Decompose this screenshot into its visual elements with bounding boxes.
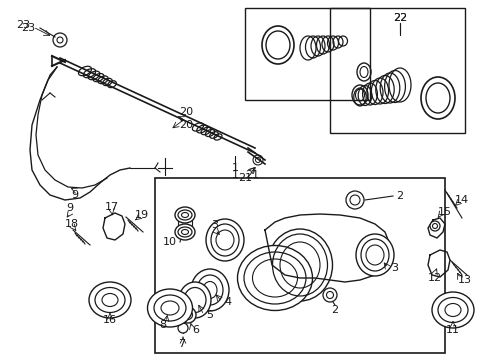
Text: 1: 1 bbox=[231, 163, 238, 173]
Text: 17: 17 bbox=[105, 202, 119, 212]
Text: 8: 8 bbox=[159, 320, 166, 330]
Circle shape bbox=[429, 221, 439, 231]
Text: 18: 18 bbox=[65, 219, 79, 229]
Ellipse shape bbox=[175, 224, 195, 240]
Text: 9: 9 bbox=[66, 203, 73, 213]
Circle shape bbox=[346, 191, 363, 209]
Text: 21: 21 bbox=[238, 173, 251, 183]
Bar bbox=[329, 8, 464, 133]
Circle shape bbox=[180, 307, 196, 323]
Bar bbox=[155, 178, 444, 353]
Ellipse shape bbox=[431, 292, 473, 328]
Circle shape bbox=[323, 288, 336, 302]
Text: 10: 10 bbox=[163, 237, 177, 247]
Ellipse shape bbox=[205, 219, 244, 261]
Text: 22: 22 bbox=[392, 13, 407, 23]
Text: 20: 20 bbox=[179, 120, 193, 130]
Text: 15: 15 bbox=[437, 207, 451, 217]
Text: 14: 14 bbox=[454, 195, 468, 205]
Ellipse shape bbox=[175, 207, 195, 223]
Ellipse shape bbox=[267, 229, 332, 301]
Ellipse shape bbox=[147, 289, 192, 327]
Ellipse shape bbox=[179, 282, 210, 318]
Text: 21: 21 bbox=[244, 170, 259, 180]
Text: 20: 20 bbox=[179, 107, 193, 117]
Text: 2: 2 bbox=[331, 305, 338, 315]
Text: 16: 16 bbox=[103, 315, 117, 325]
Text: 3: 3 bbox=[211, 220, 218, 230]
Text: 22: 22 bbox=[392, 13, 407, 23]
Text: 11: 11 bbox=[445, 325, 459, 335]
Text: 19: 19 bbox=[135, 210, 149, 220]
Text: 1: 1 bbox=[231, 170, 238, 180]
Text: 2: 2 bbox=[396, 191, 403, 201]
Text: 9: 9 bbox=[71, 190, 79, 200]
Text: 23: 23 bbox=[16, 20, 30, 30]
Polygon shape bbox=[264, 214, 389, 282]
Bar bbox=[244, 8, 369, 100]
Ellipse shape bbox=[191, 269, 228, 311]
Text: 12: 12 bbox=[427, 273, 441, 283]
Ellipse shape bbox=[89, 282, 131, 318]
Circle shape bbox=[178, 323, 187, 333]
Ellipse shape bbox=[237, 246, 312, 310]
Text: 3: 3 bbox=[391, 263, 398, 273]
Ellipse shape bbox=[355, 234, 393, 276]
Text: 7: 7 bbox=[178, 339, 185, 349]
Text: 5: 5 bbox=[206, 310, 213, 320]
Text: 6: 6 bbox=[192, 325, 199, 335]
Text: 13: 13 bbox=[457, 275, 471, 285]
Text: 23: 23 bbox=[21, 23, 35, 33]
Text: 4: 4 bbox=[224, 297, 231, 307]
